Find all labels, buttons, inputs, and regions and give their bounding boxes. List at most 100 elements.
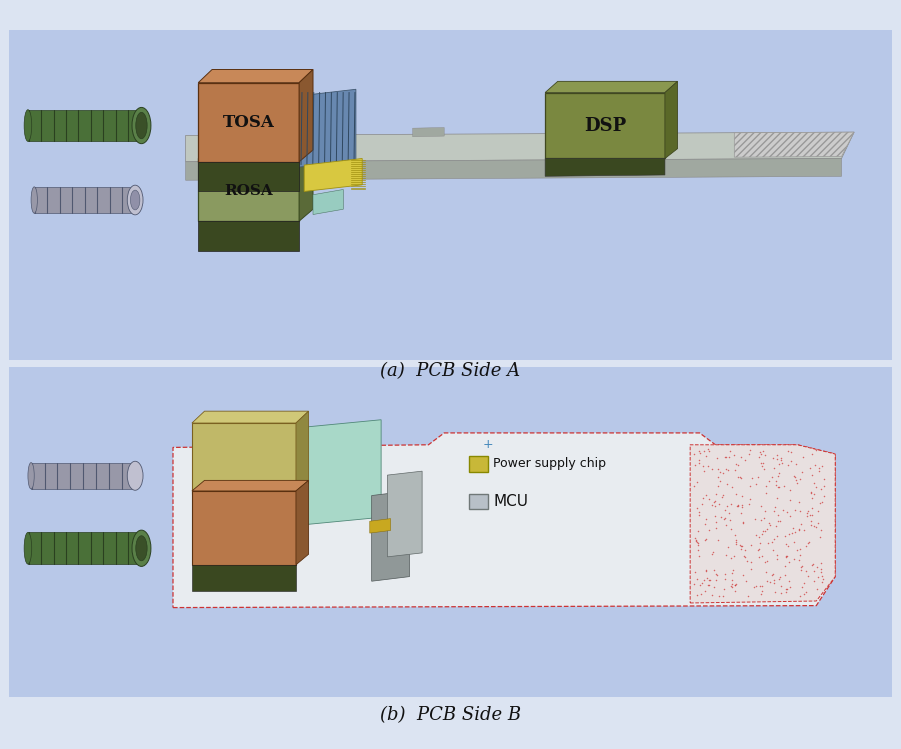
Point	[699, 571, 714, 583]
Polygon shape	[545, 82, 678, 93]
Point	[771, 515, 786, 527]
Point	[692, 454, 706, 466]
Point	[785, 527, 799, 539]
Point	[808, 444, 823, 456]
Point	[814, 557, 828, 568]
Polygon shape	[192, 565, 296, 591]
Point	[742, 480, 757, 492]
Point	[702, 579, 716, 591]
Polygon shape	[198, 82, 299, 162]
Point	[751, 544, 766, 556]
Text: ROSA: ROSA	[224, 184, 273, 198]
Point	[717, 504, 732, 516]
Point	[729, 578, 743, 590]
Point	[765, 471, 779, 483]
Point	[778, 560, 792, 572]
Point	[779, 550, 794, 562]
Point	[742, 444, 757, 456]
Point	[762, 518, 777, 530]
Point	[690, 476, 705, 488]
Point	[691, 509, 705, 521]
Point	[756, 525, 770, 537]
Point	[770, 492, 785, 504]
Point	[801, 537, 815, 549]
Point	[700, 579, 714, 591]
Point	[691, 544, 705, 556]
Point	[772, 571, 787, 583]
Point	[710, 569, 724, 581]
Point	[698, 533, 713, 545]
Point	[788, 471, 803, 483]
Point	[780, 506, 795, 518]
Point	[791, 524, 805, 536]
Point	[692, 550, 706, 562]
Point	[734, 451, 749, 463]
Point	[811, 517, 825, 529]
Point	[767, 505, 781, 517]
Point	[782, 556, 796, 568]
Point	[796, 577, 811, 589]
Point	[705, 499, 719, 511]
Point	[768, 501, 782, 513]
Point	[814, 563, 828, 575]
Point	[690, 589, 705, 601]
Point	[701, 460, 715, 472]
Ellipse shape	[127, 185, 143, 215]
Point	[788, 474, 803, 486]
Point	[718, 572, 733, 584]
Ellipse shape	[132, 530, 150, 566]
Point	[794, 561, 808, 573]
Polygon shape	[198, 159, 299, 221]
Point	[783, 494, 797, 506]
Point	[687, 578, 701, 590]
Point	[771, 467, 786, 479]
Text: MCU: MCU	[494, 494, 528, 509]
Point	[795, 560, 809, 572]
FancyBboxPatch shape	[9, 367, 892, 697]
Point	[698, 513, 713, 525]
Point	[695, 498, 709, 510]
Point	[724, 581, 739, 593]
Point	[698, 534, 713, 546]
Point	[693, 579, 707, 591]
Ellipse shape	[136, 536, 147, 561]
FancyBboxPatch shape	[469, 456, 487, 472]
Point	[714, 511, 729, 523]
Point	[816, 490, 831, 502]
Point	[692, 458, 706, 470]
Text: TOSA: TOSA	[223, 114, 275, 131]
Point	[760, 537, 775, 549]
Point	[707, 495, 722, 507]
Point	[688, 458, 703, 470]
Point	[749, 580, 763, 592]
Point	[806, 476, 821, 488]
Point	[758, 556, 772, 568]
Point	[706, 581, 721, 593]
Point	[805, 558, 820, 570]
Point	[800, 571, 815, 583]
Point	[796, 451, 810, 463]
Point	[713, 475, 727, 487]
Point	[784, 455, 798, 467]
Point	[815, 566, 829, 578]
Point	[702, 493, 716, 505]
Point	[744, 539, 759, 551]
Point	[742, 448, 756, 460]
Point	[767, 574, 781, 586]
Point	[695, 577, 709, 589]
Point	[728, 529, 742, 541]
Point	[759, 480, 773, 492]
Point	[807, 565, 822, 577]
Point	[724, 574, 739, 586]
Point	[698, 450, 713, 462]
Point	[772, 458, 787, 470]
Point	[726, 564, 741, 576]
Polygon shape	[690, 445, 835, 603]
Point	[725, 481, 740, 493]
Point	[792, 523, 806, 535]
Point	[760, 524, 774, 536]
Point	[754, 588, 769, 600]
Point	[702, 445, 716, 457]
Point	[779, 583, 794, 595]
Point	[751, 530, 766, 542]
